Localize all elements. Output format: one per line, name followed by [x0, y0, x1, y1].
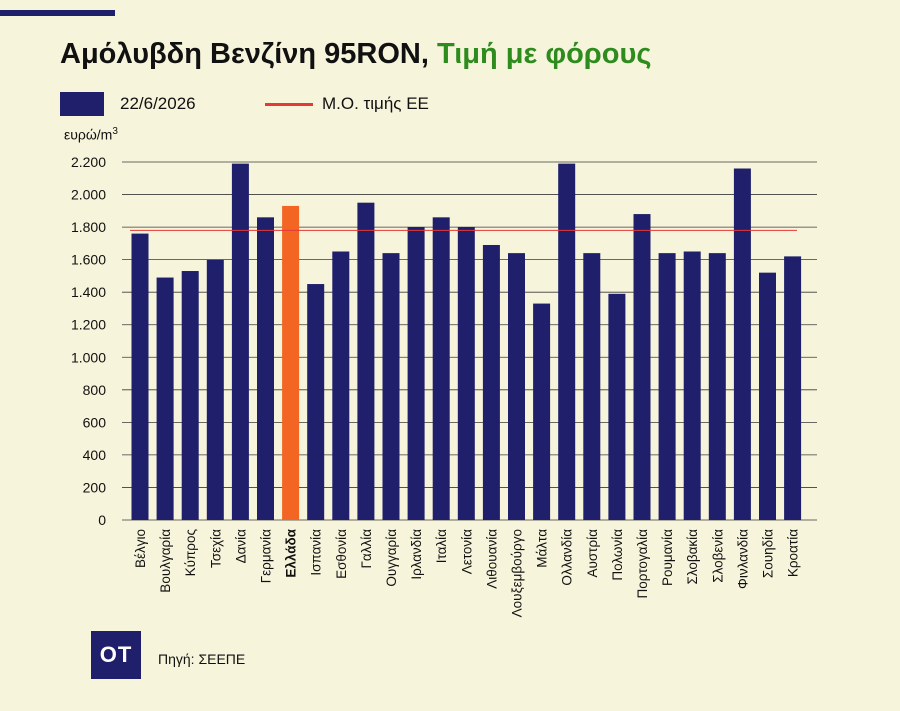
- x-tick-label: Πορτογαλία: [635, 529, 650, 599]
- y-tick-label: 800: [83, 382, 107, 398]
- y-tick-label: 1.400: [71, 284, 106, 300]
- x-tick-label: Ουγγαρία: [384, 529, 399, 587]
- x-tick-label: Σλοβακία: [685, 529, 700, 585]
- y-tick-label: 2.000: [71, 187, 106, 203]
- y-tick-label: 1.200: [71, 317, 106, 333]
- bar: [206, 259, 224, 520]
- bar: [733, 168, 751, 520]
- bar: [683, 251, 701, 520]
- ot-logo: OT: [91, 631, 141, 679]
- y-axis-unit: ευρώ/m: [64, 126, 113, 143]
- y-tick-label: 0: [98, 512, 106, 528]
- bar: [633, 214, 651, 520]
- top-accent-bar: [0, 10, 115, 16]
- bar: [658, 253, 676, 521]
- x-tick-label: Λιθουανία: [484, 529, 499, 589]
- x-tick-label: Φινλανδία: [735, 529, 750, 589]
- bar: [432, 217, 450, 520]
- bar: [257, 217, 274, 520]
- bar: [533, 303, 551, 520]
- x-tick-label: Ιταλία: [434, 529, 449, 563]
- x-tick-label: Τσεχία: [208, 529, 223, 568]
- x-tick-label: Πολωνία: [610, 529, 625, 581]
- bar: [608, 293, 626, 520]
- bar: [282, 205, 300, 520]
- bar: [307, 284, 325, 520]
- title-accent: Τιμή με φόρους: [437, 38, 652, 70]
- bar: [784, 256, 802, 520]
- y-tick-labels: 0 200 400 600 800 1.000 1.200 1.400 1.600 1.800 2.…: [71, 154, 106, 528]
- bar: [156, 277, 174, 520]
- y-axis-unit-superscript: 3: [112, 126, 118, 137]
- y-tick-label: 1.600: [71, 252, 106, 268]
- y-tick-label: 600: [83, 414, 107, 430]
- x-tick-label: Γερμανία: [259, 529, 274, 583]
- chart-title: Αμόλυβδη Βενζίνη 95RON, Τιμή με φόρους: [60, 38, 651, 71]
- x-tick-label: Βέλγιο: [133, 529, 148, 568]
- y-tick-label: 2.200: [71, 154, 106, 170]
- x-tick-labels: Βέλγιο Βουλγαρία Κύπρος Τσεχία Δανία Γερμανία…: [133, 528, 801, 617]
- bar: [332, 251, 350, 520]
- legend-average-line-swatch: [265, 103, 313, 106]
- x-tick-label: Αυστρία: [585, 529, 600, 578]
- bar: [759, 272, 776, 520]
- bar: [407, 227, 425, 520]
- logo-text: OT: [99, 642, 133, 667]
- x-tick-label: Δανία: [233, 529, 248, 564]
- x-tick-label: Εσθονία: [334, 529, 349, 579]
- x-tick-label: Κύπρος: [183, 529, 198, 577]
- bar: [131, 233, 149, 520]
- x-tick-label: Λετονία: [459, 529, 474, 574]
- x-tick-label: Γαλλία: [359, 529, 374, 569]
- legend-bar-label: 22/6/2026: [120, 94, 196, 113]
- bar: [382, 253, 400, 521]
- x-tick-label: Μάλτα: [535, 529, 550, 568]
- source-note: Πηγή: ΣΕΕΠΕ: [158, 651, 246, 667]
- x-tick-label: Σουηδία: [761, 529, 776, 578]
- y-tick-label: 1.000: [71, 349, 106, 365]
- y-tick-label: 200: [83, 479, 107, 495]
- y-axis-label: ευρώ/m3: [64, 126, 118, 143]
- x-tick-label: Ολλανδία: [560, 529, 575, 586]
- x-tick-label: Λουξεμβούργο: [510, 529, 525, 617]
- y-tick-label: 400: [83, 447, 107, 463]
- x-tick-label: Ρουμανία: [660, 529, 675, 586]
- bar: [357, 202, 375, 520]
- x-tick-label: Σλοβενία: [710, 529, 725, 583]
- bar: [708, 253, 726, 521]
- y-tick-label: 1.800: [71, 219, 106, 235]
- bar: [231, 163, 249, 521]
- title-main: Αμόλυβδη Βενζίνη 95RON,: [60, 38, 429, 70]
- x-tick-label: Ελλάδα: [284, 528, 299, 577]
- legend-bar-swatch: [60, 92, 104, 116]
- bar: [583, 253, 601, 521]
- bar: [558, 163, 576, 521]
- bar: [482, 244, 500, 520]
- bar: [181, 271, 199, 520]
- bar: [508, 253, 525, 521]
- x-tick-label: Ιρλανδία: [409, 529, 424, 580]
- x-tick-label: Ισπανία: [309, 529, 324, 576]
- x-tick-label: Κροατία: [786, 529, 801, 577]
- bar: [457, 227, 475, 520]
- legend-average-label: Μ.Ο. τιμής ΕΕ: [322, 94, 429, 113]
- bars: [131, 163, 802, 521]
- x-tick-label: Βουλγαρία: [158, 529, 173, 593]
